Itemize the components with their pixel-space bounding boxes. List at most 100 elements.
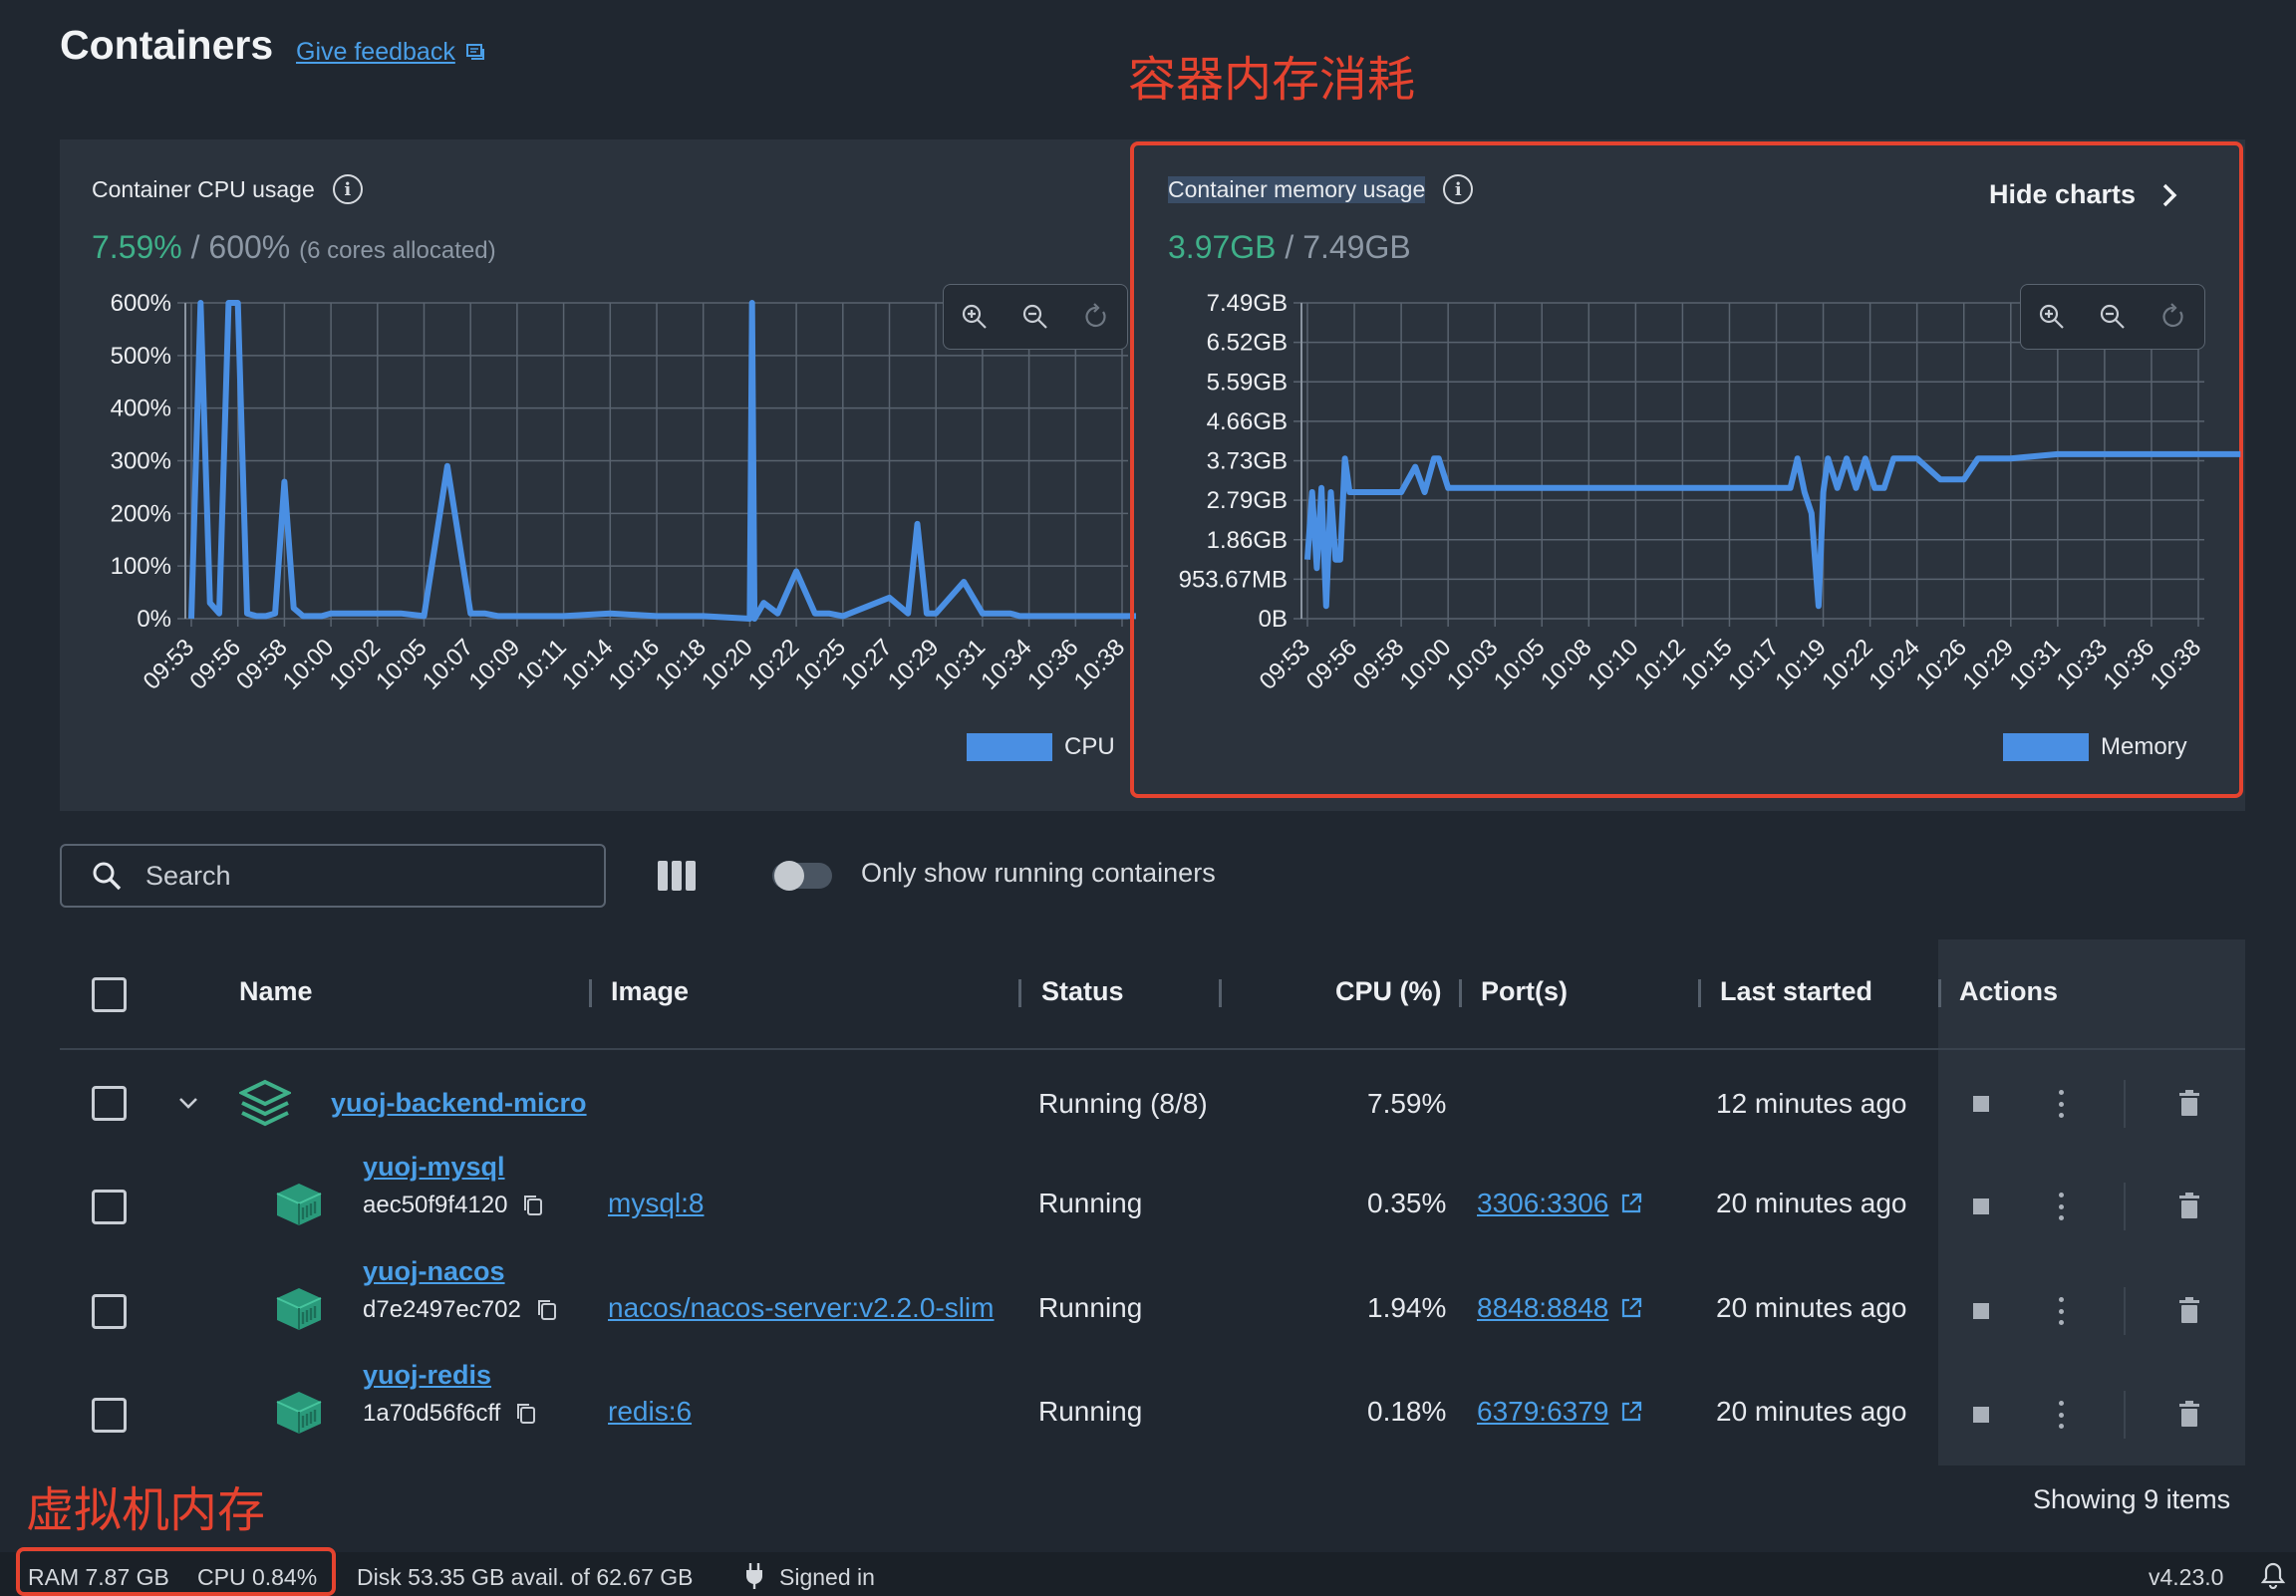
- group-name-link[interactable]: yuoj-backend-micro: [331, 1088, 587, 1118]
- x-tick-label: 10:34: [976, 634, 1037, 695]
- x-tick-label: 10:17: [1723, 634, 1785, 695]
- trash-icon[interactable]: [2179, 1193, 2199, 1218]
- memory-zoom-controls: [2020, 284, 2205, 350]
- last-started-value: 20 minutes ago: [1716, 1396, 1907, 1427]
- column-separator[interactable]: [1018, 979, 1021, 1007]
- zoom-in-icon[interactable]: [2038, 303, 2066, 331]
- row-checkbox[interactable]: [92, 1294, 127, 1329]
- action-divider: [2124, 1391, 2126, 1439]
- info-icon[interactable]: i: [332, 174, 363, 204]
- memory-legend[interactable]: Memory: [2003, 733, 2187, 761]
- column-header-image[interactable]: Image: [611, 976, 690, 1006]
- page-title: Containers: [60, 22, 274, 68]
- column-header-status[interactable]: Status: [1041, 976, 1124, 1006]
- select-all-checkbox[interactable]: [92, 977, 127, 1012]
- column-header-ports[interactable]: Port(s): [1481, 976, 1568, 1006]
- copy-icon[interactable]: [523, 1195, 543, 1216]
- action-divider: [2124, 1183, 2126, 1230]
- port-link[interactable]: 3306:3306: [1477, 1188, 1642, 1219]
- give-feedback-link[interactable]: Give feedback: [296, 38, 487, 67]
- more-actions-button[interactable]: [2058, 1297, 2064, 1325]
- stop-button[interactable]: [1973, 1407, 1989, 1423]
- y-tick-label: 3.73GB: [1207, 448, 1288, 475]
- container-icon: [276, 1392, 322, 1434]
- cpu-usage-summary: 7.59% / 600% (6 cores allocated): [92, 229, 496, 266]
- reset-zoom-icon[interactable]: [2159, 303, 2187, 331]
- external-link-icon: [1622, 1297, 1642, 1318]
- image-link[interactable]: nacos/nacos-server:v2.2.0-slim: [608, 1292, 995, 1323]
- container-id: aec50f9f4120: [363, 1192, 543, 1219]
- info-icon[interactable]: i: [1443, 174, 1474, 204]
- column-separator[interactable]: [1219, 979, 1222, 1007]
- chevron-down-icon[interactable]: [177, 1095, 199, 1111]
- column-separator[interactable]: [1938, 979, 1941, 1007]
- x-tick-label: 09:58: [231, 634, 293, 695]
- column-header-name[interactable]: Name: [239, 976, 313, 1006]
- cpu-legend[interactable]: CPU: [967, 733, 1115, 761]
- row-checkbox[interactable]: [92, 1398, 127, 1433]
- image-link[interactable]: mysql:8: [608, 1188, 705, 1218]
- more-actions-button[interactable]: [2058, 1401, 2064, 1429]
- zoom-out-icon[interactable]: [2099, 303, 2127, 331]
- external-link-icon: [1622, 1401, 1642, 1422]
- zoom-out-icon[interactable]: [1021, 303, 1049, 331]
- memory-usage-total: 7.49GB: [1302, 229, 1411, 265]
- port-link[interactable]: 8848:8848: [1477, 1292, 1642, 1324]
- container-name-link[interactable]: yuoj-mysql: [363, 1152, 505, 1182]
- x-tick-label: 10:38: [1069, 634, 1131, 695]
- cpu-usage-value: 7.59%: [92, 229, 182, 265]
- cpu-value: 1.94%: [1367, 1292, 1447, 1323]
- port-link[interactable]: 6379:6379: [1477, 1396, 1642, 1428]
- container-name-link[interactable]: yuoj-nacos: [363, 1256, 505, 1286]
- cpu-usage-total: 600%: [208, 229, 291, 265]
- zoom-in-icon[interactable]: [961, 303, 989, 331]
- cpu-usage-note: (6 cores allocated): [299, 237, 496, 264]
- trash-icon[interactable]: [2179, 1090, 2199, 1116]
- column-separator[interactable]: [1698, 979, 1701, 1007]
- copy-icon[interactable]: [537, 1299, 557, 1321]
- stop-button[interactable]: [1973, 1303, 1989, 1319]
- row-checkbox[interactable]: [92, 1190, 127, 1224]
- copy-icon[interactable]: [516, 1403, 536, 1425]
- column-header-cpu[interactable]: CPU (%): [1335, 976, 1442, 1006]
- x-tick-label: 10:33: [2052, 634, 2114, 695]
- x-tick-label: 10:19: [1770, 634, 1832, 695]
- hide-charts-button[interactable]: Hide charts: [1989, 179, 2177, 210]
- trash-icon[interactable]: [2179, 1401, 2199, 1427]
- cpu-value: 0.35%: [1367, 1188, 1447, 1218]
- x-tick-label: 09:56: [184, 634, 246, 695]
- reset-zoom-icon[interactable]: [1082, 303, 1110, 331]
- search-icon: [93, 862, 122, 891]
- status-bar: [0, 1552, 2296, 1596]
- bell-icon[interactable]: [2260, 1561, 2286, 1589]
- image-link[interactable]: redis:6: [608, 1396, 693, 1427]
- running-only-label: Only show running containers: [861, 858, 1216, 888]
- more-actions-button[interactable]: [2058, 1090, 2064, 1118]
- series-line: [1304, 450, 2241, 610]
- trash-icon[interactable]: [2179, 1297, 2199, 1323]
- container-name-link[interactable]: yuoj-redis: [363, 1360, 492, 1390]
- group-cpu: 7.59%: [1367, 1088, 1447, 1119]
- cpu-zoom-controls: [943, 284, 1128, 350]
- more-actions-button[interactable]: [2058, 1193, 2064, 1220]
- x-tick-label: 10:09: [464, 634, 526, 695]
- action-divider: [2124, 1080, 2126, 1128]
- row-checkbox[interactable]: [92, 1086, 127, 1121]
- column-header-last-started[interactable]: Last started: [1720, 976, 1873, 1006]
- memory-legend-label: Memory: [2101, 733, 2187, 760]
- column-separator[interactable]: [1459, 979, 1462, 1007]
- column-separator[interactable]: [589, 979, 592, 1007]
- search-box[interactable]: [60, 844, 606, 908]
- memory-usage-value: 3.97GB: [1168, 229, 1277, 265]
- stop-button[interactable]: [1973, 1096, 1989, 1112]
- x-tick-label: 10:29: [883, 634, 945, 695]
- stop-button[interactable]: [1973, 1198, 1989, 1214]
- columns-icon[interactable]: [658, 861, 696, 891]
- search-input[interactable]: [144, 859, 566, 893]
- group-status: Running (8/8): [1038, 1088, 1208, 1119]
- cpu-legend-label: CPU: [1064, 733, 1115, 760]
- running-only-toggle[interactable]: [772, 861, 832, 891]
- memory-usage-sep: /: [1285, 229, 1294, 265]
- status-text: Running: [1038, 1188, 1143, 1218]
- memory-chart: 7.49GB 6.52GB 5.59GB 4.66GB 3.73GB 2.79GB 1.86…: [1179, 290, 2241, 695]
